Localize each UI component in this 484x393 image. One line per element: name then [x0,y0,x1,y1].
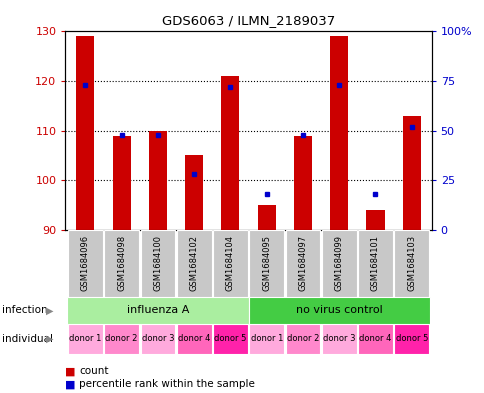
Bar [212,324,247,354]
Text: GSM1684100: GSM1684100 [153,235,162,291]
Text: donor 5: donor 5 [214,334,246,343]
Bar [185,156,203,230]
Text: infection: infection [2,305,48,316]
Text: influenza A: influenza A [126,305,189,316]
Text: GSM1684098: GSM1684098 [117,235,126,291]
Text: donor 1: donor 1 [250,334,282,343]
Bar [249,230,284,297]
Text: ▶: ▶ [45,334,53,344]
Text: GSM1684102: GSM1684102 [189,235,198,291]
Bar [149,130,166,230]
Bar [68,230,103,297]
Bar [393,324,428,354]
Text: donor 3: donor 3 [141,334,174,343]
Text: donor 2: donor 2 [105,334,137,343]
Text: no virus control: no virus control [295,305,382,316]
Bar [293,136,311,230]
Bar [321,324,356,354]
Bar [402,116,420,230]
Bar [140,324,175,354]
Text: GSM1684104: GSM1684104 [226,235,234,291]
Text: ■: ■ [65,379,76,389]
Title: GDS6063 / ILMN_2189037: GDS6063 / ILMN_2189037 [162,15,334,28]
Bar [176,230,211,297]
Text: ▶: ▶ [45,305,53,316]
Bar [76,37,94,230]
Bar [140,230,175,297]
Bar [104,324,139,354]
Text: GSM1684095: GSM1684095 [262,235,271,291]
Bar [285,324,320,354]
Text: donor 4: donor 4 [178,334,210,343]
Bar [212,230,247,297]
Text: individual: individual [2,334,53,344]
Text: GSM1684101: GSM1684101 [370,235,379,291]
Bar [249,324,284,354]
Bar [321,230,356,297]
Bar [257,205,275,230]
Text: percentile rank within the sample: percentile rank within the sample [79,379,255,389]
Bar [330,37,348,230]
Bar [112,136,131,230]
Text: GSM1684099: GSM1684099 [334,235,343,291]
Bar [104,230,139,297]
Bar [357,230,392,297]
Text: donor 2: donor 2 [286,334,318,343]
Text: donor 5: donor 5 [395,334,427,343]
Bar [365,210,384,230]
Bar [357,324,392,354]
Bar [221,76,239,230]
Bar [285,230,320,297]
Text: donor 1: donor 1 [69,334,101,343]
Bar [393,230,428,297]
Bar [68,324,103,354]
Text: ■: ■ [65,366,76,376]
Text: count: count [79,366,108,376]
Bar [248,297,429,324]
Text: GSM1684103: GSM1684103 [407,235,415,291]
Text: donor 3: donor 3 [322,334,355,343]
Bar [67,297,248,324]
Text: GSM1684097: GSM1684097 [298,235,307,291]
Text: donor 4: donor 4 [359,334,391,343]
Bar [176,324,211,354]
Text: GSM1684096: GSM1684096 [81,235,90,291]
